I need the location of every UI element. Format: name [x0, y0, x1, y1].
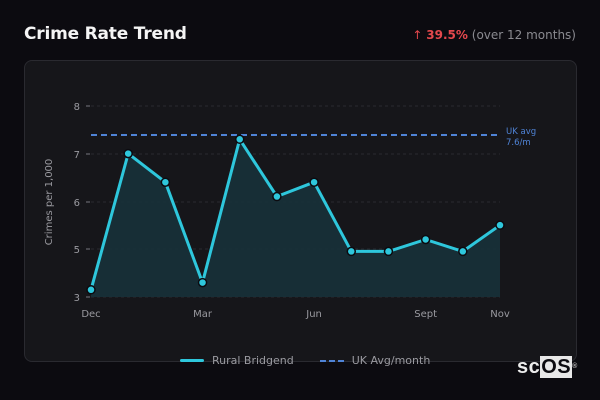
legend-item-uk-average[interactable]: UK Avg/month [319, 354, 431, 367]
y-axis: 3 5 6 7 8 [74, 102, 90, 304]
data-point[interactable] [495, 220, 505, 230]
chart-legend: Rural Bridgend UK Avg/month [180, 354, 430, 367]
x-tick-label: Nov [490, 309, 510, 320]
delta-note: (over 12 months) [471, 28, 576, 42]
logo-text-boxed: OS [540, 356, 573, 378]
series-area [91, 139, 500, 297]
data-point[interactable] [383, 246, 394, 257]
chart-title: Crime Rate Trend [24, 24, 187, 44]
series-line [89, 137, 501, 291]
scos-logo: scOS® [517, 356, 578, 378]
data-point[interactable] [160, 177, 171, 187]
registered-mark: ® [572, 363, 578, 370]
y-tick-label: 3 [74, 293, 80, 304]
x-tick-label: Jun [305, 309, 322, 320]
x-axis: Dec Mar Jun Sept Nov [81, 309, 510, 320]
data-markers [86, 134, 505, 295]
y-axis-label: Crimes per 1,000 [44, 159, 55, 246]
delta-value: 39.5% [426, 28, 468, 42]
logo-text: sc [517, 356, 541, 378]
y-tick-label: 7 [74, 150, 80, 161]
solid-line-swatch-icon [180, 359, 204, 362]
x-tick-label: Sept [414, 309, 437, 320]
data-point[interactable] [458, 246, 468, 257]
uk-average-label-2: 7.6/m [506, 138, 531, 148]
arrow-up-icon: ↑ [412, 28, 423, 42]
uk-average-label-1: UK avg [506, 127, 536, 137]
y-tick-label: 5 [74, 245, 80, 256]
data-point[interactable] [86, 285, 96, 295]
data-point[interactable] [197, 277, 208, 288]
data-point[interactable] [420, 234, 431, 245]
data-point[interactable] [234, 134, 245, 145]
legend-label: UK Avg/month [351, 354, 431, 367]
y-tick-label: 6 [74, 198, 80, 209]
data-point[interactable] [123, 148, 133, 159]
x-tick-label: Mar [193, 309, 213, 320]
legend-label: Rural Bridgend [212, 354, 294, 367]
dashed-line-swatch-icon [319, 359, 344, 362]
trend-delta: ↑ 39.5% (over 12 months) [412, 28, 576, 42]
data-point[interactable] [346, 246, 357, 257]
data-point[interactable] [272, 191, 282, 202]
x-tick-label: Dec [81, 309, 100, 320]
legend-item-rural-bridgend[interactable]: Rural Bridgend [180, 354, 294, 367]
y-tick-label: 8 [74, 102, 80, 113]
data-point[interactable] [309, 177, 319, 187]
